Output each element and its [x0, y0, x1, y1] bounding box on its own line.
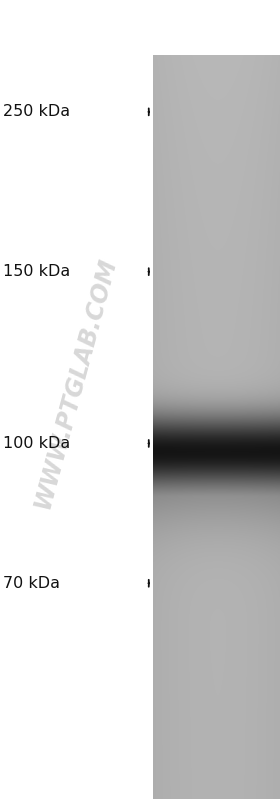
Text: 250 kDa: 250 kDa: [3, 105, 70, 119]
Text: WWW.PTGLAB.COM: WWW.PTGLAB.COM: [31, 255, 121, 512]
Text: 100 kDa: 100 kDa: [3, 436, 70, 451]
Text: 150 kDa: 150 kDa: [3, 264, 70, 279]
Text: 70 kDa: 70 kDa: [3, 576, 60, 590]
